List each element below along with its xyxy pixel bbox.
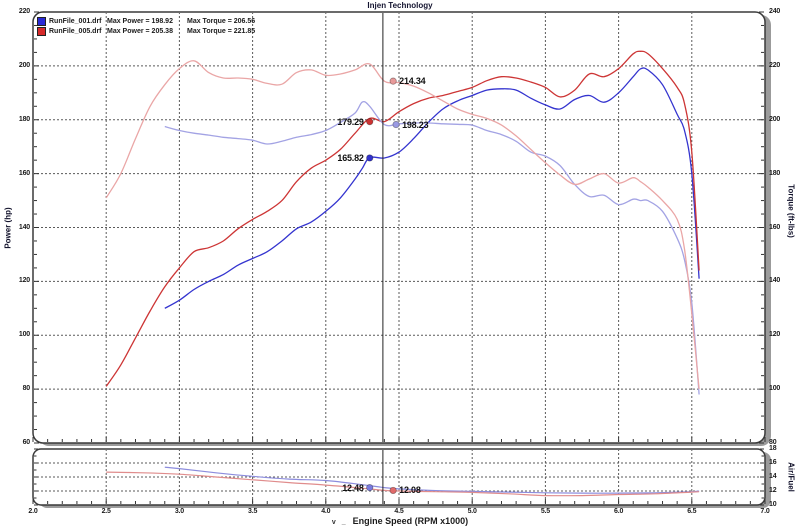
cursor-value-label: 214.34 — [399, 76, 426, 87]
curve-runfile-001-drf-afr — [164, 466, 700, 494]
legend-row[interactable]: RunFile_005.drf Max Power = 205.38 Max Tor… — [37, 26, 255, 36]
legend-max-power: Max Power = 205.38 — [107, 27, 173, 35]
legend-max-torque: Max Torque = 206.56 — [187, 17, 256, 25]
curve-runfile-001-drf-torque — [164, 100, 700, 395]
legend-file-name: RunFile_001.drf — [49, 17, 102, 25]
legend-row[interactable]: RunFile_001.drf Max Power = 198.92 Max Tor… — [37, 16, 255, 26]
cursor-dot-power — [366, 118, 374, 126]
legend-max-power: Max Power = 198.92 — [107, 17, 173, 25]
curve-runfile-001-drf-power — [164, 67, 700, 309]
cursor-dot-afr — [366, 484, 374, 492]
curve-runfile-005-drf-power — [105, 50, 700, 387]
legend-swatch-icon[interactable] — [37, 26, 46, 36]
cursor-dot-afr — [389, 486, 397, 495]
curve-runfile-005-drf-torque — [105, 60, 700, 390]
legend: RunFile_001.drf Max Power = 198.92 Max Tor… — [37, 16, 255, 36]
cursor-dot-power — [366, 154, 374, 162]
legend-max-torque: Max Torque = 221.85 — [187, 27, 256, 35]
afr-plot-area[interactable] — [33, 449, 765, 505]
cursor-dot-torque — [392, 120, 400, 129]
cursor-dot-torque — [389, 77, 397, 85]
cursor-value-label: 198.23 — [402, 119, 429, 130]
main-plot-area[interactable] — [33, 12, 765, 443]
cursor-value-label: 179.29 — [337, 116, 364, 127]
cursor-value-label: 12.08 — [399, 485, 421, 496]
cursor-value-label: 165.82 — [337, 152, 364, 163]
curve-runfile-005-drf-afr — [106, 471, 700, 497]
cursor-value-label: 12.48 — [342, 482, 364, 493]
legend-swatch-icon[interactable] — [37, 16, 46, 26]
legend-file-name: RunFile_005.drf — [49, 27, 102, 35]
